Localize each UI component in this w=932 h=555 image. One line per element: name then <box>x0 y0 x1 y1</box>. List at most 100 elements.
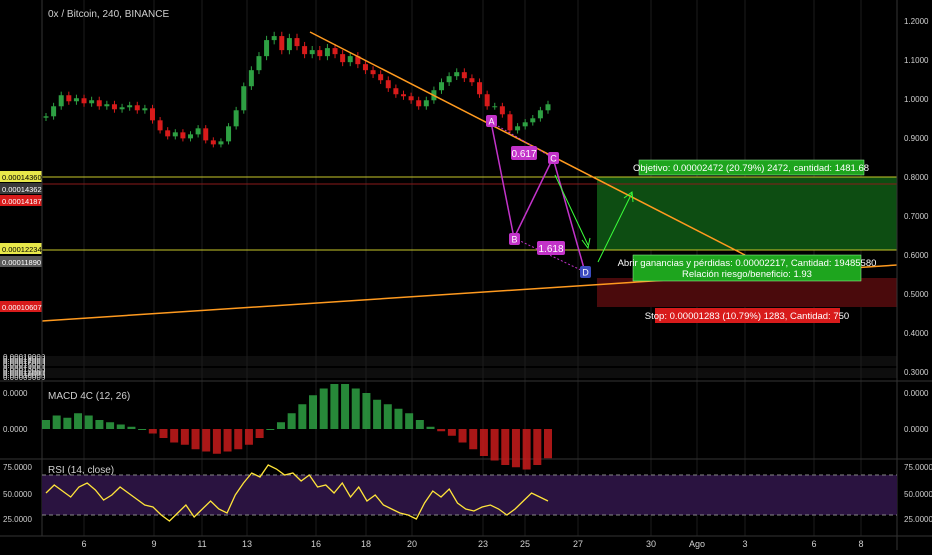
left-tick-4: 0.00013000 <box>3 365 46 374</box>
macd-bar-24 <box>298 404 307 429</box>
candle-body-23 <box>218 141 224 145</box>
candle-body-0 <box>43 116 49 118</box>
x-tick-5: 18 <box>361 539 371 549</box>
price-marker-3: 0.00012234 <box>2 245 42 254</box>
resistance-trendline[interactable] <box>309 31 746 256</box>
candle-body-56 <box>469 78 475 83</box>
left-price-axis: 0.000090000.000100000.000110000.00012000… <box>3 353 46 382</box>
x-tick-0: 6 <box>81 539 86 549</box>
macd-bar-18 <box>234 429 243 450</box>
macd-bar-17 <box>223 429 232 452</box>
candle-body-62 <box>515 126 521 131</box>
candle-body-22 <box>210 140 216 145</box>
macd-right-tick-zero: 0.0000 <box>904 425 929 434</box>
candle-body-12 <box>134 105 140 111</box>
macd-bar-3 <box>74 413 83 429</box>
macd-bar-5 <box>95 420 104 429</box>
macd-bar-4 <box>84 415 93 429</box>
price-marker-bg-5 <box>0 301 42 312</box>
macd-bar-44 <box>511 429 520 468</box>
x-tick-7: 23 <box>478 539 488 549</box>
candle-body-9 <box>111 104 117 110</box>
candle-body-17 <box>172 132 178 137</box>
candle-body-38 <box>332 48 338 55</box>
point-c: C <box>548 152 559 164</box>
candle-body-41 <box>355 56 361 65</box>
macd-bar-11 <box>159 429 168 438</box>
candle-body-25 <box>233 110 239 127</box>
macd-bar-30 <box>362 393 371 429</box>
candle-body-39 <box>340 54 346 63</box>
left-tick-6: 0.00016000 <box>3 359 46 368</box>
right-tick-8: 0.4000 <box>904 329 929 338</box>
x-tick-8: 25 <box>520 539 530 549</box>
right-price-axis: 1.2000 1.1000 1.0000 0.9000 0.8000 0.7000 0.60… <box>904 17 929 377</box>
macd-bar-36 <box>426 426 435 429</box>
macd-bar-21 <box>266 429 275 430</box>
macd-bar-42 <box>490 429 499 461</box>
macd-bar-27 <box>330 384 339 429</box>
harmonic-bd <box>513 237 586 273</box>
macd-label: MACD 4C (12, 26) <box>48 391 130 402</box>
rsi-right-tick-50: 50.0000 <box>904 490 932 499</box>
macd-bar-43 <box>501 429 510 465</box>
point-d-label: D <box>582 268 589 278</box>
candle-body-11 <box>127 105 133 108</box>
macd-bar-16 <box>212 429 221 454</box>
candle-body-63 <box>522 122 528 127</box>
macd-bar-35 <box>415 420 424 429</box>
macd-bar-39 <box>458 429 467 443</box>
x-tick-11: Ago <box>689 539 705 549</box>
candle-body-32 <box>286 38 292 51</box>
projection-up <box>597 192 633 263</box>
candle-body-4 <box>73 98 79 102</box>
target-label: Objetivo: 0.00002472 (20.79%) 2472, cant… <box>633 159 869 176</box>
rsi-label: RSI (14, close) <box>48 465 114 476</box>
candle-body-15 <box>157 120 163 131</box>
right-tick-1: 1.1000 <box>904 56 929 65</box>
macd-bar-9 <box>138 429 147 430</box>
macd-bar-6 <box>106 422 115 429</box>
x-tick-2: 11 <box>197 539 206 549</box>
candle-body-49 <box>416 100 422 107</box>
macd-bar-45 <box>522 429 531 470</box>
x-tick-6: 20 <box>407 539 417 549</box>
stop-zone <box>597 278 897 307</box>
candle-body-35 <box>309 50 315 55</box>
pnl-label-text: Abrir ganancias y pérdidas: 0.00002217, … <box>618 258 877 269</box>
arrowhead-up <box>623 191 634 203</box>
macd-bar-28 <box>341 384 350 429</box>
macd-bar-34 <box>405 413 414 429</box>
candle-body-24 <box>226 126 232 142</box>
candle-body-10 <box>119 107 125 110</box>
candle-body-54 <box>454 72 460 77</box>
rsi-left-tick-50: 50.0000 <box>3 490 32 499</box>
point-d: D <box>580 266 591 278</box>
candle-body-47 <box>400 94 406 97</box>
candle-body-59 <box>492 106 498 108</box>
candle-body-31 <box>279 36 285 51</box>
price-marker-5: 0.00010607 <box>2 303 42 312</box>
candle-body-20 <box>195 128 201 135</box>
right-tick-9: 0.3000 <box>904 368 929 377</box>
chart-title: 0x / Bitcoin, 240, BINANCE <box>48 9 169 20</box>
rsi-right-tick-25: 25.0000 <box>904 515 932 524</box>
candle-body-7 <box>96 100 102 107</box>
macd-bar-14 <box>191 429 200 450</box>
candle-body-44 <box>378 74 384 81</box>
macd-bar-38 <box>447 429 456 436</box>
stop-label-text: Stop: 0.00001283 (10.79%) 1283, Cantidad… <box>645 311 849 322</box>
left-tick-9: 0.00019000 <box>3 353 46 362</box>
x-tick-1: 9 <box>151 539 156 549</box>
right-tick-3: 0.9000 <box>904 134 929 143</box>
left-tick-7: 0.00017000 <box>3 357 46 366</box>
macd-bar-12 <box>170 429 179 443</box>
candle-body-53 <box>446 76 452 83</box>
candle-body-6 <box>89 100 95 104</box>
candle-body-36 <box>317 50 323 57</box>
macd-right-tick-top: 0.0000 <box>904 389 929 398</box>
harmonic-pattern[interactable]: 0.617 1.618 A B C D <box>486 115 591 278</box>
candle-body-28 <box>256 56 262 71</box>
rsi-right-tick-75: 75.0000 <box>904 463 932 472</box>
